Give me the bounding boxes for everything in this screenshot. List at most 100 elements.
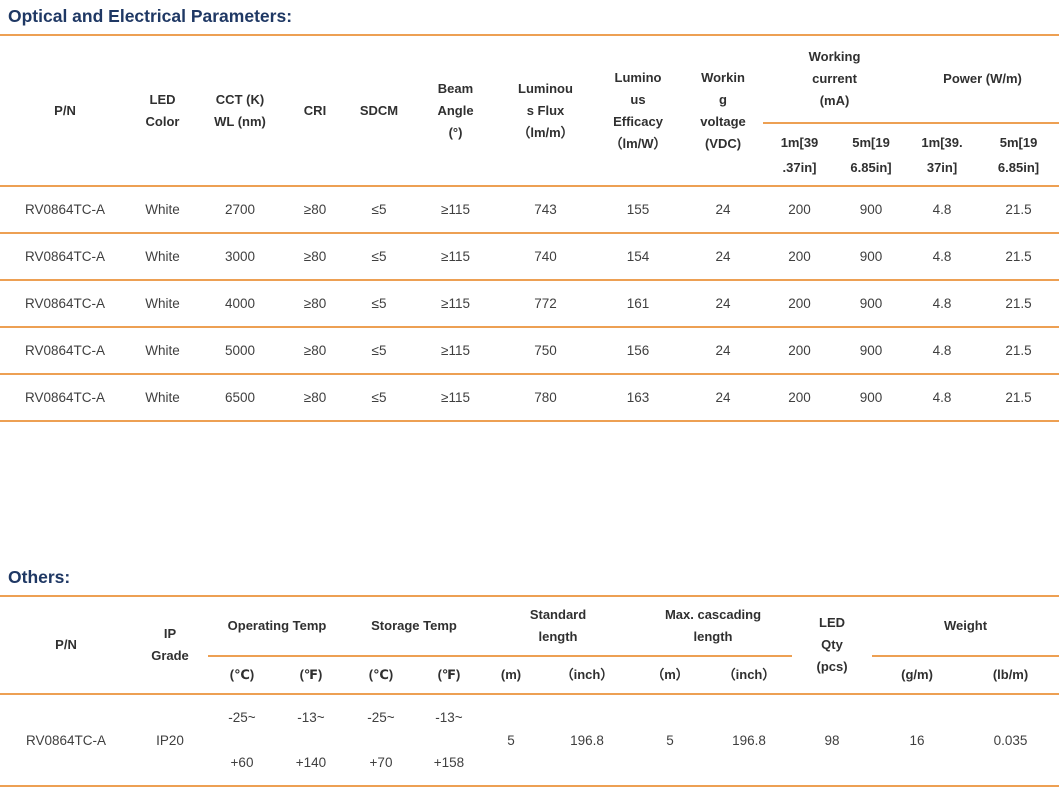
others-table: P/N IP Grade Operating Temp Storage Temp…	[0, 595, 1059, 787]
cell-current-1m: 200	[763, 279, 836, 327]
col-group-operating-temp: Operating Temp	[208, 596, 346, 657]
cell-storage-c: -25~ +70	[346, 693, 416, 786]
cell-power-5m: 21.5	[978, 373, 1059, 421]
cell-current-5m: 900	[836, 326, 907, 374]
optical-table-row: RV0864TC-A White 6500 ≥80 ≤5 ≥115 780 16…	[0, 373, 1059, 421]
cell-luminous-efficacy: 155	[593, 185, 683, 233]
pn-cell: RV0864TC-A	[0, 232, 130, 280]
cell-sdcm: ≤5	[345, 232, 413, 280]
cell-cri: ≥80	[285, 185, 345, 233]
cell-power-5m: 21.5	[978, 185, 1059, 233]
cell-max-m: 5	[634, 693, 706, 786]
col-header-storage-f: (℉)	[437, 667, 461, 682]
cell-power-1m: 4.8	[906, 326, 979, 374]
col-group-power: Power (W/m)	[906, 35, 1059, 124]
optical-subheader-row: 1m[39 .37in] 5m[19 6.85in] 1m[39. 37in] …	[0, 123, 1059, 186]
optical-table-row: RV0864TC-A White 3000 ≥80 ≤5 ≥115 740 15…	[0, 232, 1059, 280]
cell-sdcm: ≤5	[345, 279, 413, 327]
cell-power-5m: 21.5	[978, 279, 1059, 327]
col-header-cri: CRI	[303, 102, 327, 118]
cell-led-color: White	[130, 373, 195, 421]
cell-current-1m: 200	[763, 326, 836, 374]
pn-cell: RV0864TC-A	[0, 185, 130, 233]
col-header-weight-lbm: (lb/m)	[992, 667, 1029, 682]
cell-led-color: White	[130, 279, 195, 327]
cell-led-color: White	[130, 326, 195, 374]
cell-cri: ≥80	[285, 232, 345, 280]
cell-working-voltage: 24	[683, 279, 763, 327]
col-header-current-1m: 1m[39 .37in]	[780, 134, 819, 175]
cell-working-voltage: 24	[683, 326, 763, 374]
others-table-row: RV0864TC-A IP20 -25~ +60 -13~ +140 -25~ …	[0, 693, 1059, 786]
cell-cct: 6500	[195, 373, 285, 421]
col-header-standard-m: (m)	[500, 667, 522, 682]
cell-current-1m: 200	[763, 185, 836, 233]
cell-led-qty: 98	[792, 693, 873, 786]
col-header-cct: CCT (K) WL (nm)	[214, 91, 266, 129]
cell-power-5m: 21.5	[978, 326, 1059, 374]
col-header-operating-f: (℉)	[299, 667, 323, 682]
pn-cell: RV0864TC-A	[0, 279, 130, 327]
cell-operating-c: -25~ +60	[208, 693, 276, 786]
col-header-pn: P/N	[54, 102, 76, 118]
col-header-power-1m: 1m[39. 37in]	[921, 134, 963, 175]
col-header-pn: P/N	[55, 637, 77, 652]
cell-luminous-efficacy: 161	[593, 279, 683, 327]
optical-table-row: RV0864TC-A White 4000 ≥80 ≤5 ≥115 772 16…	[0, 279, 1059, 327]
cell-led-color: White	[130, 185, 195, 233]
others-subheader-row: (℃) (℉) (℃) (℉) (m) （inch） （m） （inch） (g…	[0, 656, 1059, 694]
cell-luminous-flux: 740	[498, 232, 593, 280]
cell-beam-angle: ≥115	[413, 185, 498, 233]
optical-table-row: RV0864TC-A White 2700 ≥80 ≤5 ≥115 743 15…	[0, 185, 1059, 233]
col-header-working-voltage: Workin g voltage (VDC)	[700, 69, 746, 151]
optical-header-row: P/N LED Color CCT (K) WL (nm) CRI SDCM B…	[0, 35, 1059, 151]
cell-power-1m: 4.8	[906, 185, 979, 233]
col-header-standard-inch: （inch）	[560, 667, 614, 682]
cell-luminous-efficacy: 156	[593, 326, 683, 374]
col-header-storage-c: (℃)	[368, 667, 394, 682]
cell-led-color: White	[130, 232, 195, 280]
col-header-current-5m: 5m[19 6.85in]	[850, 134, 892, 175]
cell-cct: 3000	[195, 232, 285, 280]
col-group-working-current: Working current (mA)	[763, 35, 907, 124]
cell-luminous-efficacy: 163	[593, 373, 683, 421]
cell-storage-f: -13~ +158	[416, 693, 482, 786]
cell-beam-angle: ≥115	[413, 326, 498, 374]
cell-cct: 4000	[195, 279, 285, 327]
cell-luminous-flux: 780	[498, 373, 593, 421]
cell-working-voltage: 24	[683, 373, 763, 421]
cell-cri: ≥80	[285, 373, 345, 421]
cell-max-inch: 196.8	[706, 693, 793, 786]
cell-current-5m: 900	[836, 279, 907, 327]
cell-beam-angle: ≥115	[413, 373, 498, 421]
cell-cct: 5000	[195, 326, 285, 374]
col-header-max-m: （m）	[651, 667, 689, 682]
cell-sdcm: ≤5	[345, 373, 413, 421]
cell-current-5m: 900	[836, 373, 907, 421]
col-header-led-color: LED Color	[145, 91, 180, 129]
cell-standard-m: 5	[482, 693, 540, 786]
col-header-power-5m: 5m[19 6.85in]	[997, 134, 1040, 175]
cell-power-1m: 4.8	[906, 232, 979, 280]
cell-working-voltage: 24	[683, 232, 763, 280]
col-header-weight-gm: (g/m)	[901, 667, 933, 682]
others-section-title: Others:	[8, 567, 71, 587]
cell-beam-angle: ≥115	[413, 279, 498, 327]
cell-weight-gm: 16	[872, 693, 963, 786]
cell-cri: ≥80	[285, 326, 345, 374]
col-header-sdcm: SDCM	[359, 102, 399, 118]
cell-power-1m: 4.8	[906, 373, 979, 421]
optical-table-row: RV0864TC-A White 5000 ≥80 ≤5 ≥115 750 15…	[0, 326, 1059, 374]
cell-luminous-flux: 743	[498, 185, 593, 233]
col-header-max-inch: （inch）	[722, 667, 776, 682]
col-header-luminous-flux: Luminou s Flux （lm/m）	[517, 80, 574, 140]
col-header-luminous-efficacy: Lumino us Efficacy （lm/W）	[609, 69, 667, 151]
cell-weight-lbm: 0.035	[962, 693, 1059, 786]
cell-sdcm: ≤5	[345, 326, 413, 374]
col-header-ip-grade: IP Grade	[151, 626, 189, 663]
pn-cell: RV0864TC-A	[0, 693, 132, 786]
optical-section-title: Optical and Electrical Parameters:	[8, 6, 293, 26]
cell-sdcm: ≤5	[345, 185, 413, 233]
col-header-operating-c: (℃)	[229, 667, 255, 682]
col-group-storage-temp: Storage Temp	[346, 596, 482, 657]
